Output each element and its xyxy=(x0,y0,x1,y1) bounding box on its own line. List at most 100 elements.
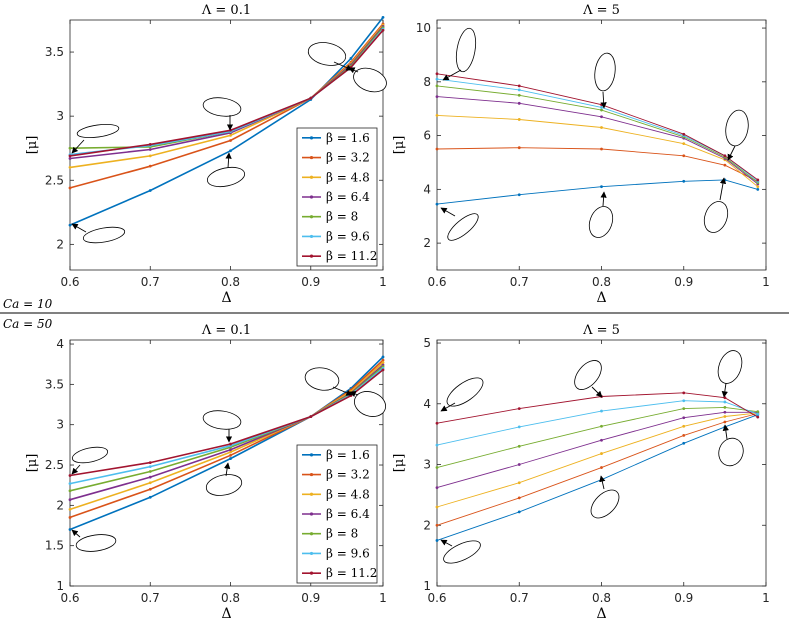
data-point xyxy=(435,486,439,489)
data-point xyxy=(723,415,727,418)
legend-marker xyxy=(309,453,314,457)
legend-marker xyxy=(309,175,314,179)
y-axis-label: [μ] xyxy=(25,136,40,155)
data-point xyxy=(68,507,72,511)
data-point xyxy=(723,410,727,414)
series-line xyxy=(436,412,758,508)
data-point xyxy=(435,523,439,527)
legend-entry: β = 11.2 xyxy=(326,566,377,580)
cell-shape-inset xyxy=(717,350,743,384)
data-point xyxy=(600,115,603,119)
legend-entry: β = 9.6 xyxy=(326,229,370,243)
y-tick-label: 1 xyxy=(56,579,64,593)
legend-entry: β = 6.4 xyxy=(326,190,370,204)
annotation-arrow xyxy=(349,391,359,397)
data-point xyxy=(148,465,152,469)
data-point xyxy=(682,154,686,158)
data-point xyxy=(600,424,603,428)
data-point xyxy=(723,163,727,167)
data-point xyxy=(682,407,686,411)
data-point xyxy=(682,441,686,445)
y-tick-label: 2 xyxy=(56,498,64,512)
divider-label-ca10: Ca = 10 xyxy=(3,297,53,311)
data-point xyxy=(68,489,72,493)
x-tick-label: 0.9 xyxy=(674,591,693,605)
data-point xyxy=(756,412,760,416)
cell-shape-inset xyxy=(75,534,117,552)
y-tick-label: 2.5 xyxy=(45,458,64,472)
data-point xyxy=(148,148,152,151)
data-point xyxy=(435,147,439,151)
series-line xyxy=(69,356,384,531)
series-line xyxy=(436,400,758,446)
legend-entry: β = 8 xyxy=(326,527,358,541)
y-tick-label: 3.5 xyxy=(45,45,64,59)
data-point xyxy=(229,139,232,142)
data-point xyxy=(148,142,152,146)
data-point xyxy=(600,409,603,413)
series-line xyxy=(436,114,759,188)
x-tick-label: 0.8 xyxy=(221,591,240,605)
cell-shape-inset xyxy=(725,109,749,147)
data-point xyxy=(68,516,72,519)
y-tick-label: 8 xyxy=(423,75,431,89)
data-point xyxy=(600,147,603,151)
data-point xyxy=(381,368,385,372)
cell-shape-inset xyxy=(443,540,481,564)
data-point xyxy=(381,361,385,364)
series-line xyxy=(436,406,758,469)
data-point xyxy=(68,166,72,169)
annotation-arrow xyxy=(442,69,462,81)
data-point xyxy=(600,185,603,189)
data-point xyxy=(723,406,727,409)
y-tick-label: 6 xyxy=(423,129,431,143)
y-tick-label: 1 xyxy=(423,579,431,593)
data-point xyxy=(68,223,72,227)
data-point xyxy=(600,105,603,109)
cell-shape-inset xyxy=(71,446,109,464)
legend-entry: β = 3.2 xyxy=(326,468,370,482)
y-axis-label: [μ] xyxy=(392,454,407,473)
x-tick-label: 0.7 xyxy=(510,591,529,605)
data-point xyxy=(517,193,521,197)
data-point xyxy=(381,358,385,362)
x-tick-label: 1 xyxy=(379,591,387,605)
legend-entry: β = 9.6 xyxy=(326,546,370,560)
annotation-arrow xyxy=(71,139,85,154)
annotation-arrow xyxy=(719,177,727,201)
data-point xyxy=(517,425,521,429)
y-tick-label: 2 xyxy=(423,236,431,250)
panel-bottom-right: 0.6 0.7 0.8 0.9 1 1 2 3 4 5 Λ = 5 Δ [μ] xyxy=(392,323,770,622)
data-point xyxy=(68,528,72,531)
x-tick-label: 0.9 xyxy=(301,591,320,605)
data-point xyxy=(435,114,439,117)
data-point xyxy=(68,186,72,190)
data-point xyxy=(756,415,760,419)
data-point xyxy=(68,498,72,502)
y-tick-label: 5 xyxy=(423,336,431,350)
annotation-arrow xyxy=(440,539,453,547)
panel-top-left: 0.6 0.7 0.8 0.9 1 2 2.5 3 3.5 Λ = 0.1 Δ [μ] β = 1.6 β… xyxy=(25,3,387,306)
y-tick-label: 1.5 xyxy=(45,539,64,553)
x-tick-label: 0.9 xyxy=(301,275,320,289)
annotation-arrow xyxy=(224,462,231,477)
y-tick-label: 3 xyxy=(56,418,64,432)
data-point xyxy=(682,416,686,420)
cell-shape-inset xyxy=(76,123,120,139)
series-line xyxy=(69,23,384,189)
data-point xyxy=(600,103,603,107)
data-point xyxy=(517,118,521,121)
legend-marker xyxy=(309,215,314,219)
series-line xyxy=(69,16,384,226)
data-point xyxy=(68,474,72,477)
data-point xyxy=(682,179,686,183)
y-axis-label: [μ] xyxy=(392,136,407,155)
annotation-arrow xyxy=(440,402,456,412)
data-point xyxy=(435,84,439,88)
cell-shape-inset xyxy=(455,27,477,73)
series-line xyxy=(436,414,758,541)
cell-shape-inset xyxy=(307,42,347,66)
legend-entry: β = 1.6 xyxy=(326,131,370,145)
series-line xyxy=(436,85,759,183)
plot-area xyxy=(436,339,767,587)
